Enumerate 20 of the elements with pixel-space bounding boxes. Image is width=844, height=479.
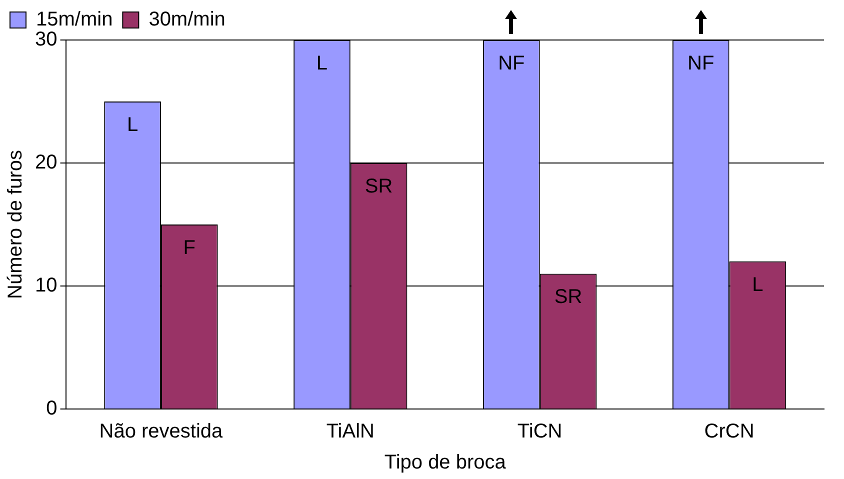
x-tick-label: TiCN <box>517 420 562 443</box>
legend-label: 15m/min <box>36 8 113 31</box>
x-tick-label: CrCN <box>704 420 754 443</box>
x-tick-label: Não revestida <box>99 420 224 443</box>
data-label: SR <box>364 176 393 198</box>
y-axis-title: Número de furos <box>4 150 27 299</box>
data-label: NF <box>498 52 525 75</box>
x-tick-label: TiAlN <box>326 420 374 443</box>
x-axis-title: Tipo de broca <box>384 452 507 474</box>
y-tick-label: 30 <box>34 28 58 51</box>
legend-label: 30m/min <box>148 8 226 31</box>
y-tick-label: 0 <box>46 398 58 420</box>
y-tick-label: 10 <box>34 274 58 297</box>
data-label: NF <box>688 52 714 75</box>
data-label: L <box>752 274 764 296</box>
data-label: F <box>183 237 196 260</box>
data-label: SR <box>554 286 582 308</box>
data-label: L <box>126 114 138 136</box>
data-label: L <box>316 52 328 75</box>
y-tick-label: 20 <box>34 152 58 174</box>
